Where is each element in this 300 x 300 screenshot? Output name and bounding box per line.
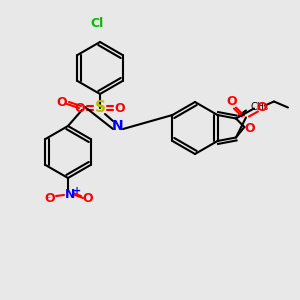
Text: CH₃: CH₃	[251, 101, 269, 112]
Text: Cl: Cl	[90, 17, 104, 30]
Text: O: O	[244, 122, 255, 134]
Text: O: O	[226, 95, 237, 108]
Text: O: O	[45, 191, 55, 205]
Text: O: O	[75, 101, 85, 115]
Text: O: O	[256, 101, 267, 114]
Text: O: O	[115, 101, 125, 115]
Text: O: O	[83, 193, 93, 206]
Text: +: +	[73, 186, 81, 196]
Text: N: N	[65, 188, 75, 200]
Text: N: N	[112, 119, 124, 133]
Text: S: S	[94, 100, 106, 116]
Text: O: O	[57, 95, 67, 109]
Text: ⁻: ⁻	[45, 195, 51, 205]
